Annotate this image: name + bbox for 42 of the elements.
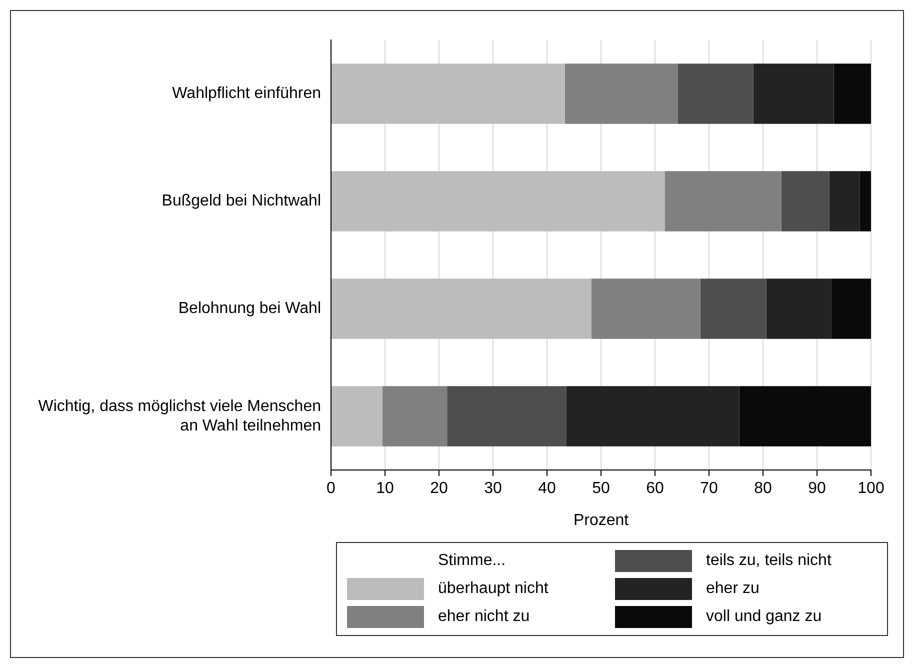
bar [332,386,382,446]
x-tick-label: 80 [754,480,772,498]
bar [332,278,592,339]
bar [332,64,565,124]
bar [564,64,678,124]
bar [832,278,871,339]
legend-label: voll und ganz zu [706,608,822,626]
y-tick-label: Bußgeld bei Nichtwahl [162,192,321,210]
bar [447,386,566,446]
y-tick-label: Belohnung bei Wahl [178,300,321,318]
x-tick-label: 70 [700,480,718,498]
bar [829,171,860,232]
x-tick-label: 100 [858,480,884,498]
x-tick-label: 90 [808,480,826,498]
bar [739,386,871,446]
legend-label: eher zu [706,580,760,598]
bar [781,171,830,232]
y-tick-label: Wahlpflicht einführen [172,85,321,102]
bar [664,171,782,232]
bar [753,64,834,124]
y-tick-label: Wichtig, dass möglichst viele Menschen an Wahl teilnehmen [38,398,321,434]
bar [566,386,740,446]
bar [700,278,766,339]
x-tick-label: 40 [538,480,556,498]
legend-label: überhaupt nicht [438,580,548,598]
bar [382,386,448,446]
bar [834,64,871,124]
x-tick-label: 10 [376,480,394,498]
bar [766,278,832,339]
bar [678,64,754,124]
bar [332,171,665,232]
x-tick-label: 30 [484,480,502,498]
legend-label: teils zu, teils nicht [706,552,832,570]
x-tick-label: 50 [592,480,610,498]
x-tick-label: 0 [326,480,336,498]
x-axis-title: Prozent [573,512,630,529]
legend-title: Stimme... [437,551,507,571]
bar [591,278,700,339]
x-tick-label: 20 [430,480,448,498]
bar [860,171,871,232]
x-tick-label: 60 [646,480,664,498]
legend-label: eher nicht zu [438,608,530,626]
